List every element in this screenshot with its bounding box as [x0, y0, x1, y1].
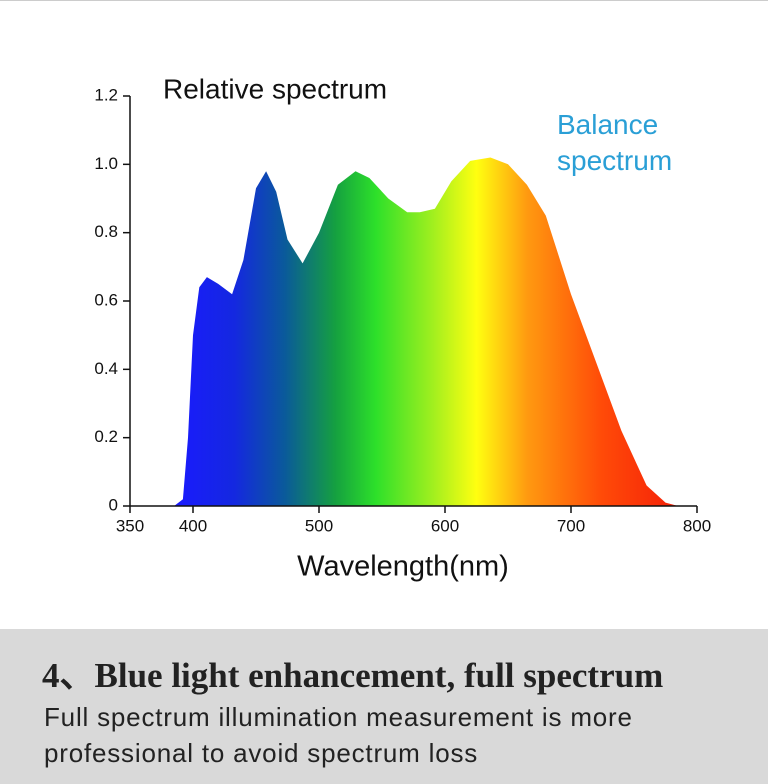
- x-axis-label: Wavelength(nm): [297, 551, 509, 583]
- x-tick-label: 400: [179, 516, 207, 535]
- y-tick-label: 0.8: [94, 222, 118, 241]
- area: [174, 157, 679, 506]
- chart-title: Relative spectrum: [163, 73, 387, 104]
- footer: 4、Blue light enhancement, full spectrum …: [0, 629, 768, 784]
- y-tick-label: 0.2: [94, 427, 118, 446]
- x-tick-label: 800: [683, 516, 711, 535]
- description: Full spectrum illumination measurement i…: [44, 702, 633, 768]
- y-tick-label: 0: [109, 495, 118, 514]
- y-tick-label: 0.4: [94, 359, 118, 378]
- y-tick-label: 0.6: [94, 290, 118, 309]
- chart: Relative spectrum Wavelength(nm) 0 0.2 0.4…: [94, 73, 711, 583]
- x-tick-label: 700: [557, 516, 585, 535]
- y-tick-label: 1.2: [94, 85, 118, 104]
- x-tick-label: 350: [116, 516, 144, 535]
- legend-entry: Balance spectrum: [557, 109, 673, 176]
- x-tick-label: 500: [305, 516, 333, 535]
- y-tick-label: 1.0: [94, 154, 118, 173]
- x-tick-label: 600: [431, 516, 459, 535]
- heading: 4、Blue light enhancement, full spectrum: [42, 656, 664, 695]
